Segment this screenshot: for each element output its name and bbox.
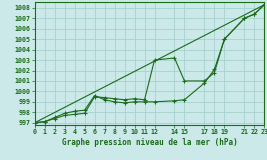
X-axis label: Graphe pression niveau de la mer (hPa): Graphe pression niveau de la mer (hPa) [62,138,237,147]
